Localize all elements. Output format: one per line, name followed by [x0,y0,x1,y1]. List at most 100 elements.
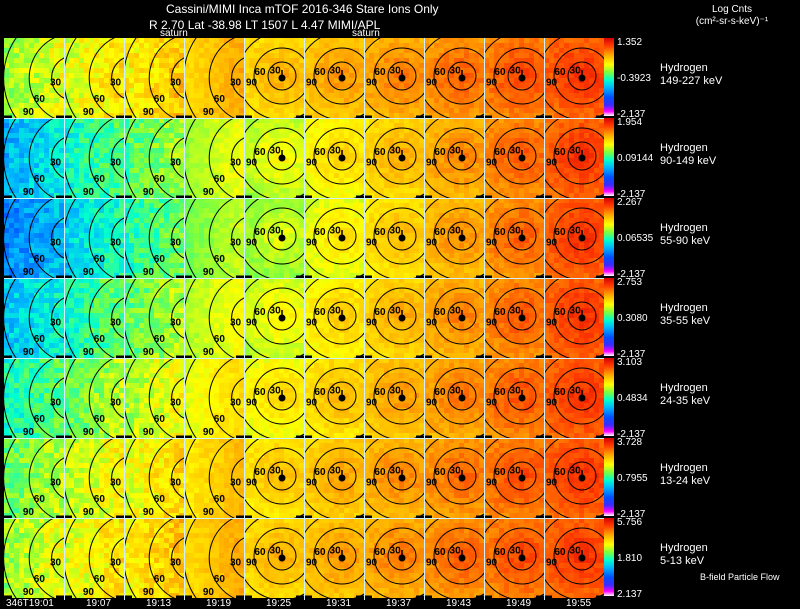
contour-label: 60 [434,387,446,398]
contour-label: 30 [570,66,582,77]
contour-label: 30 [270,226,282,237]
contour-label: 60 [94,94,106,105]
contour-line [373,127,424,185]
contour-line [433,47,484,105]
contour-label: 60 [374,227,386,238]
inca-image-panel: 30 60 90 [304,278,364,358]
contour-label: 60 [154,494,166,505]
contour-label: 90 [203,427,215,438]
contour-line [387,381,417,411]
contour-label: 90 [203,267,215,278]
colorbar-mid-value: 0.06535 [617,233,654,244]
contour-label: 30 [450,546,462,557]
column-separator [184,38,185,600]
contour-label: 60 [34,494,46,505]
colorbar-min-value: -2.137 [617,269,646,280]
contour-label: 60 [494,67,506,78]
species-label: Hydrogen [660,382,708,394]
contour-label: 30 [50,398,62,409]
contour-label: 30 [570,226,582,237]
inca-image-panel: 30 60 90 [544,518,604,598]
contour-line [553,447,604,505]
inca-image-panel: 30 60 90 [424,518,484,598]
contour-label: 30 [110,318,122,329]
contour-label: 30 [330,546,342,557]
contour-label: 90 [306,478,318,489]
contour-line [373,447,424,505]
contour-label: 30 [330,386,342,397]
contour-line [507,461,537,491]
contour-label: 30 [50,318,62,329]
contour-label: 30 [270,66,282,77]
contour-line [111,457,124,499]
colorbar-min-value: 2.137 [617,589,643,600]
contour-label: 60 [494,227,506,238]
contour-label: 90 [546,478,558,489]
column-separator [304,38,305,600]
time-label: 19:49 [506,598,532,609]
contour-line [111,57,124,99]
contour-label: 30 [570,386,582,397]
contour-line [553,367,604,425]
contour-label: 60 [314,147,326,158]
planet-marker [278,154,286,162]
inca-image-panel: 30 60 90 [424,198,484,278]
contour-label: 30 [390,386,402,397]
contour-label: 90 [203,107,215,118]
inca-image-panel: 30 60 90 [544,38,604,118]
contour-label: 60 [374,307,386,318]
contour-label: 90 [366,78,378,89]
contour-label: 90 [426,318,438,329]
contour-label: 30 [510,306,522,317]
planet-marker [338,554,346,562]
contour-line [171,217,184,259]
contour-label: 60 [314,307,326,318]
contour-line [148,198,175,278]
contour-line [28,278,55,358]
contour-label: 60 [214,94,226,105]
inca-image-panel: 30 60 90 [484,278,544,358]
inca-image-panel: 30 60 90 [364,518,424,598]
contour-line [433,287,484,345]
contour-line [313,447,364,505]
planet-marker [518,154,526,162]
contour-line [88,358,115,438]
contour-line [88,38,115,118]
row-separator [4,198,604,199]
contour-line [28,198,55,278]
contour-label: 60 [554,387,566,398]
contour-line [493,127,544,185]
time-label: 19:55 [566,598,592,609]
contour-label: 60 [214,174,226,185]
contour-line [51,297,64,339]
inca-image-panel: 30 60 90 [124,118,184,198]
contour-label: 90 [366,398,378,409]
time-label: 19:07 [86,598,112,609]
contour-label: 30 [50,78,62,89]
orbit-info: R 2.70 Lat -38.98 LT 1507 L 4.47 MIMI/AP… [149,18,381,32]
contour-label: 60 [214,334,226,345]
inca-image-panel: 30 60 90 [544,358,604,438]
planet-marker [398,314,406,322]
planet-marker [578,154,586,162]
planet-marker [578,234,586,242]
contour-line [567,381,597,411]
colorbar [604,438,614,516]
inca-image-panel: 30 60 90 [124,358,184,438]
contour-label: 90 [486,78,498,89]
contour-label: 60 [94,414,106,425]
contour-line [28,358,55,438]
contour-label: 60 [94,574,106,585]
contour-label: 90 [486,318,498,329]
